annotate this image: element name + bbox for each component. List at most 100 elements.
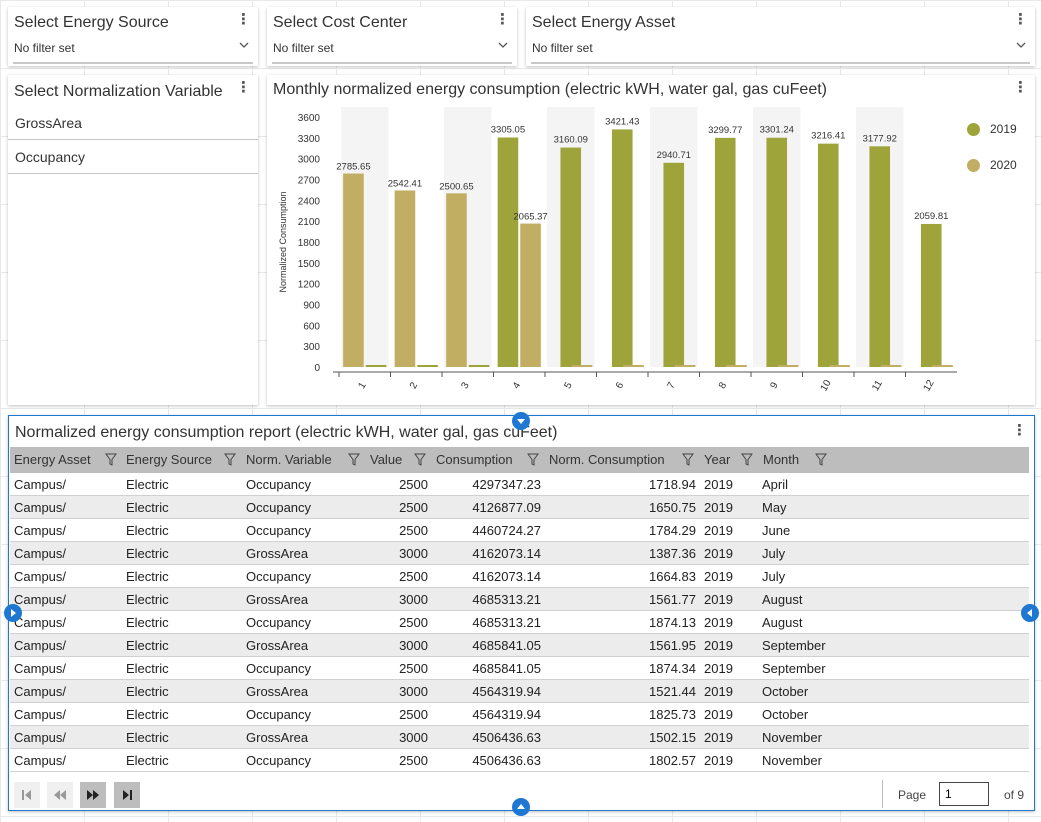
bar-2019	[869, 146, 891, 367]
cell-energy-asset: Campus/	[14, 638, 67, 653]
collapse-down-handle[interactable]	[512, 412, 530, 430]
table-row[interactable]: Campus/Electric Occupancy 2500 4685313.21 18…	[10, 611, 1029, 634]
table-row[interactable]: Campus/Electric Occupancy 2500 4297347.23 17…	[10, 473, 1029, 496]
list-item-grossarea[interactable]: GrossArea	[8, 107, 258, 140]
bar-2019	[365, 365, 387, 367]
energy-asset-filter[interactable]: Select Energy Asset ⋮ No filter set	[526, 7, 1035, 66]
energy-source-value[interactable]: No filter set	[14, 41, 75, 55]
cell-value: 2500	[399, 753, 428, 768]
data-label-2019: 3301.24	[760, 125, 794, 136]
cell-norm-consumption: 1718.94	[649, 477, 696, 492]
bar-2020	[880, 365, 902, 367]
bar-2020	[674, 365, 696, 367]
chevron-down-icon[interactable]	[239, 40, 249, 50]
bar-2019	[497, 137, 519, 367]
legend-item-2019[interactable]: 2019	[967, 122, 1017, 137]
legend-item-2020[interactable]: 2020	[967, 158, 1017, 173]
col-norm-consumption[interactable]: Norm. Consumption	[549, 452, 665, 467]
filter-icon[interactable]	[105, 453, 117, 466]
report-panel: Normalized energy consumption report (el…	[8, 415, 1035, 811]
cost-center-value[interactable]: No filter set	[273, 41, 334, 55]
cell-energy-source: Electric	[126, 500, 169, 515]
col-value[interactable]: Value	[370, 452, 403, 467]
previous-page-button[interactable]	[47, 782, 73, 808]
filter-icon[interactable]	[682, 453, 694, 466]
page-number-input[interactable]	[939, 782, 989, 806]
cell-consumption: 4460724.27	[472, 523, 541, 538]
more-options-icon[interactable]: ⋮	[236, 79, 251, 96]
cell-norm-variable: GrossArea	[246, 684, 309, 699]
table-row[interactable]: Campus/Electric Occupancy 2500 4506436.63 18…	[10, 749, 1029, 772]
cell-norm-variable: GrossArea	[246, 546, 309, 561]
filter-icon[interactable]	[224, 453, 236, 466]
more-options-icon[interactable]: ⋮	[1013, 11, 1028, 28]
table-row[interactable]: Campus/Electric GrossArea 3000 4162073.14 13…	[10, 542, 1029, 565]
cost-center-filter[interactable]: Select Cost Center ⋮ No filter set	[267, 7, 517, 66]
next-page-button[interactable]	[80, 782, 106, 808]
legend-swatch	[967, 159, 980, 173]
col-month[interactable]: Month	[763, 452, 800, 467]
filter-icon[interactable]	[741, 453, 753, 466]
cell-month: October	[762, 707, 809, 722]
table-row[interactable]: Campus/Electric GrossArea 3000 4685313.21 15…	[10, 588, 1029, 611]
col-energy-asset[interactable]: Energy Asset	[14, 452, 91, 467]
page-label: Page	[898, 788, 927, 802]
cell-energy-source: Electric	[126, 638, 169, 653]
cell-consumption: 4162073.14	[472, 546, 541, 561]
filter-icon[interactable]	[348, 453, 360, 466]
more-options-icon[interactable]: ⋮	[236, 11, 251, 28]
x-tick-label: 1	[356, 380, 369, 391]
filter-icon[interactable]	[414, 453, 426, 466]
cell-norm-consumption: 1784.29	[649, 523, 696, 538]
col-energy-source[interactable]: Energy Source	[126, 452, 212, 467]
cell-year: 2019	[704, 569, 733, 584]
energy-source-filter[interactable]: Select Energy Source ⋮ No filter set	[8, 7, 258, 66]
filter-underline	[531, 62, 1030, 64]
table-row[interactable]: Campus/Electric Occupancy 2500 4685841.05 18…	[10, 657, 1029, 680]
legend-swatch	[967, 123, 980, 137]
cell-energy-source: Electric	[126, 684, 169, 699]
cell-month: July	[762, 569, 786, 584]
bar-2020	[343, 173, 364, 367]
table-row[interactable]: Campus/Electric GrossArea 3000 4564319.94 15…	[10, 680, 1029, 703]
bar-2020	[829, 365, 850, 367]
expand-right-handle[interactable]	[4, 604, 22, 622]
chevron-down-icon[interactable]	[1016, 40, 1026, 50]
col-norm-variable[interactable]: Norm. Variable	[246, 452, 332, 467]
table-row[interactable]: Campus/Electric Occupancy 2500 4460724.27 17…	[10, 519, 1029, 542]
cell-month: September	[762, 638, 826, 653]
table-row[interactable]: Campus/Electric Occupancy 2500 4564319.94 18…	[10, 703, 1029, 726]
y-tick-label: 2100	[298, 217, 321, 228]
cell-norm-variable: Occupancy	[246, 707, 312, 722]
more-options-icon[interactable]: ⋮	[1013, 79, 1028, 96]
cell-energy-source: Electric	[126, 661, 169, 676]
cell-value: 3000	[399, 684, 428, 699]
cell-norm-variable: Occupancy	[246, 753, 312, 768]
expand-left-handle[interactable]	[1021, 604, 1039, 622]
bar-2019	[560, 147, 582, 367]
chevron-down-icon[interactable]	[498, 40, 508, 50]
more-options-icon[interactable]: ⋮	[1012, 422, 1027, 439]
cell-energy-source: Electric	[126, 615, 169, 630]
cell-energy-asset: Campus/	[14, 730, 67, 745]
filter-icon[interactable]	[527, 453, 539, 466]
col-consumption[interactable]: Consumption	[436, 452, 513, 467]
last-page-button[interactable]	[114, 782, 140, 808]
cell-year: 2019	[704, 730, 733, 745]
first-page-button[interactable]	[14, 782, 40, 808]
collapse-up-handle[interactable]	[512, 798, 530, 816]
table-row[interactable]: Campus/Electric GrossArea 3000 4685841.05 15…	[10, 634, 1029, 657]
energy-asset-value[interactable]: No filter set	[532, 41, 593, 55]
table-row[interactable]: Campus/Electric Occupancy 2500 4126877.09 16…	[10, 496, 1029, 519]
y-tick-label: 3300	[298, 134, 321, 145]
first-page-icon	[22, 790, 31, 800]
more-options-icon[interactable]: ⋮	[495, 11, 510, 28]
caret-right-icon	[11, 609, 16, 617]
table-row[interactable]: Campus/Electric Occupancy 2500 4162073.14 16…	[10, 565, 1029, 588]
x-tick-label: 12	[922, 378, 937, 394]
table-row[interactable]: Campus/Electric GrossArea 3000 4506436.63 15…	[10, 726, 1029, 749]
list-item-occupancy[interactable]: Occupancy	[8, 141, 258, 174]
cell-norm-variable: Occupancy	[246, 477, 312, 492]
filter-icon[interactable]	[815, 453, 827, 466]
col-year[interactable]: Year	[704, 452, 731, 467]
